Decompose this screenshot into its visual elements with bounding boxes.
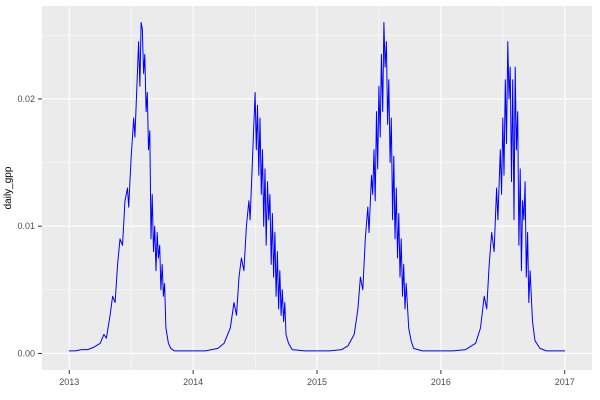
x-tick-label: 2016 (431, 377, 451, 387)
x-tick-label: 2014 (183, 377, 203, 387)
x-tick-label: 2015 (307, 377, 327, 387)
series-line-daily-gpp (68, 22, 566, 352)
y-axis-title: daily_gpp (3, 166, 14, 209)
x-tick-label: 2017 (555, 377, 575, 387)
y-tick-label: 0.02 (17, 94, 35, 104)
x-tick-label: 2013 (59, 377, 79, 387)
y-tick-label: 0.00 (17, 348, 35, 358)
y-tick-label: 0.01 (17, 221, 35, 231)
